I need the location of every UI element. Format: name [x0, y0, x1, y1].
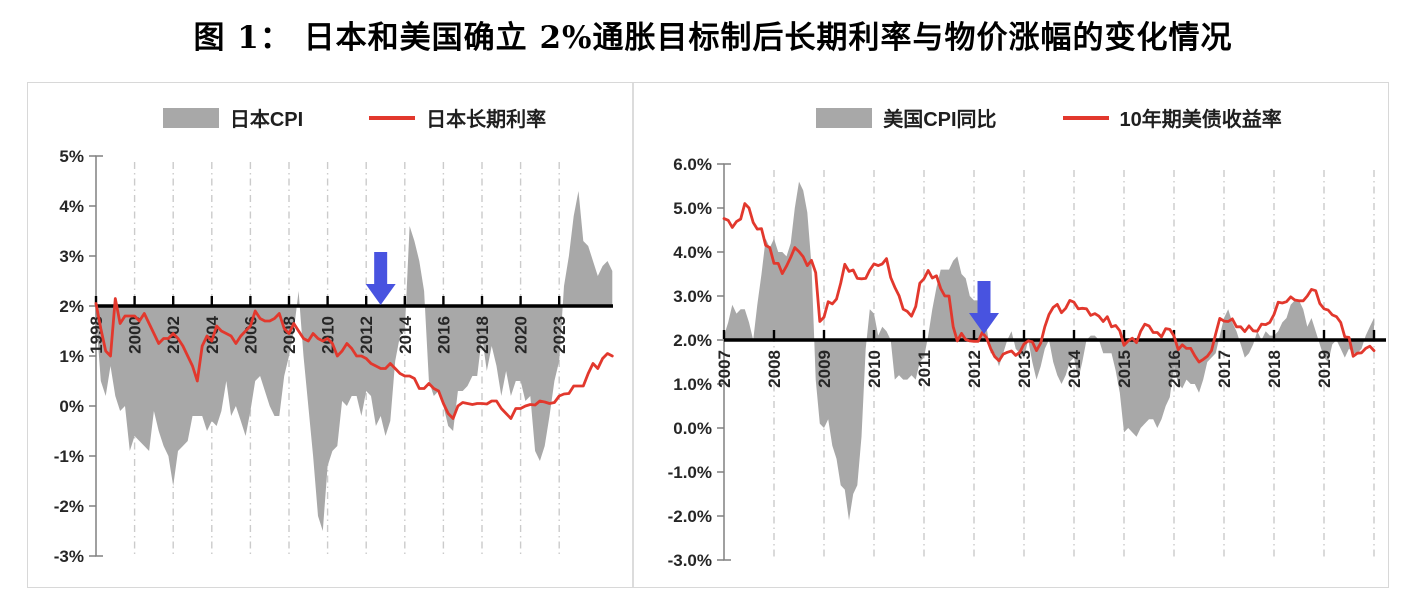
- y-tick-label: 5%: [59, 147, 84, 166]
- y-tick-label: 2.0%: [673, 331, 712, 350]
- y-tick-label: 6.0%: [673, 155, 712, 174]
- us-chart-panel: 6.0% 5.0% 4.0% 3.0% 2.0% 1.0% 0.0% -1.0% -2.0% -3…: [634, 83, 1388, 587]
- x-tick-label: 2010: [865, 350, 884, 388]
- x-tick-label: 2011: [915, 350, 934, 387]
- x-tick-label: 2013: [1015, 350, 1034, 388]
- x-tick-label: 2004: [203, 315, 222, 353]
- rate-line: [722, 202, 1376, 364]
- legend-label-japan-cpi: 日本CPI: [229, 109, 304, 131]
- x-tick-label: 2023: [550, 316, 569, 354]
- gray-area-swatch-icon: [162, 107, 219, 128]
- x-tick-label: 2017: [1215, 350, 1234, 388]
- legend-label-us-rate: 10年期美债收益率: [1119, 109, 1282, 131]
- y-tick-label: -2%: [54, 497, 84, 516]
- x-tick-label: 2014: [396, 315, 415, 353]
- y-tick-label: 2%: [59, 297, 84, 316]
- y-tick-label: 3.0%: [673, 287, 712, 306]
- x-tick-label: 2007: [715, 350, 734, 388]
- y-tick-label: 0%: [59, 397, 84, 416]
- legend-item-us-cpi: 美国CPI同比: [816, 103, 997, 132]
- cpi-area: [724, 181, 1374, 521]
- y-axis: [723, 163, 731, 561]
- japan-chart-panel: 5% 4% 3% 2% 1% 0% -1% -2% -3% 1998 2000 2002 2004 200…: [28, 83, 632, 587]
- japan-legend: 日本CPI 日本长期利率: [96, 103, 613, 132]
- y-tick-label: -3.0%: [668, 551, 712, 570]
- y-tick-label: 4%: [59, 197, 84, 216]
- figure-title: 图 1： 日本和美国确立 2%通胀目标制后长期利率与物价涨幅的变化情况: [193, 20, 1233, 56]
- y-tick-label: -1%: [54, 447, 84, 466]
- panel-divider: [632, 83, 634, 587]
- down-arrow-icon: [365, 252, 396, 305]
- x-tick-label: 2016: [1165, 350, 1184, 388]
- y-tick-label: 1.0%: [673, 375, 712, 394]
- y-tick-label: 4.0%: [673, 243, 712, 262]
- y-tick-label: 5.0%: [673, 199, 712, 218]
- us-chart-svg: 6.0% 5.0% 4.0% 3.0% 2.0% 1.0% 0.0% -1.0% -2.0% -3…: [668, 155, 1386, 570]
- red-line-swatch-icon: [369, 115, 416, 120]
- y-tick-label: 1%: [59, 347, 84, 366]
- x-tick-label: 2009: [815, 350, 834, 388]
- legend-item-japan-cpi: 日本CPI: [162, 103, 304, 132]
- x-tick-label: 2016: [434, 316, 453, 354]
- y-tick-label: -2.0%: [668, 507, 712, 526]
- legend-item-japan-rate: 日本长期利率: [369, 103, 546, 132]
- x-tick-label: 2019: [1315, 350, 1334, 388]
- y-tick-label: -3%: [54, 547, 84, 566]
- legend-label-us-cpi: 美国CPI同比: [883, 109, 997, 131]
- figure-box: 5% 4% 3% 2% 1% 0% -1% -2% -3% 1998 2000 2002 2004 200…: [27, 82, 1389, 588]
- y-tick-label: 0.0%: [673, 419, 712, 438]
- rate-line: [94, 297, 614, 420]
- x-tick-label: 2018: [473, 316, 492, 354]
- japan-chart-svg: 5%4%3%2%1%0%-1%-2%-3%1998 2000 2002 2004 200…: [54, 147, 614, 566]
- cpi-area: [96, 191, 613, 531]
- red-line-swatch-icon: [1062, 115, 1109, 120]
- x-tick-label: 2014: [1065, 349, 1084, 387]
- down-arrow-icon: [969, 281, 999, 334]
- x-tick-label: 2020: [512, 316, 531, 354]
- x-tick-label: 2012: [357, 316, 376, 354]
- x-tick-label: 2008: [765, 350, 784, 388]
- x-tick-label: 2006: [241, 316, 260, 354]
- y-tick-label: 3%: [59, 247, 84, 266]
- x-tick-label: 2015: [1115, 350, 1134, 388]
- y-tick-label: -1.0%: [668, 463, 712, 482]
- x-tick-label: 2000: [126, 316, 145, 354]
- x-tick-label: 2012: [965, 350, 984, 388]
- legend-label-japan-rate: 日本长期利率: [426, 109, 547, 131]
- x-tick-label: 2018: [1265, 350, 1284, 388]
- gray-area-swatch-icon: [816, 107, 873, 128]
- legend-item-us-rate: 10年期美债收益率: [1062, 103, 1282, 132]
- us-legend: 美国CPI同比 10年期美债收益率: [724, 103, 1374, 132]
